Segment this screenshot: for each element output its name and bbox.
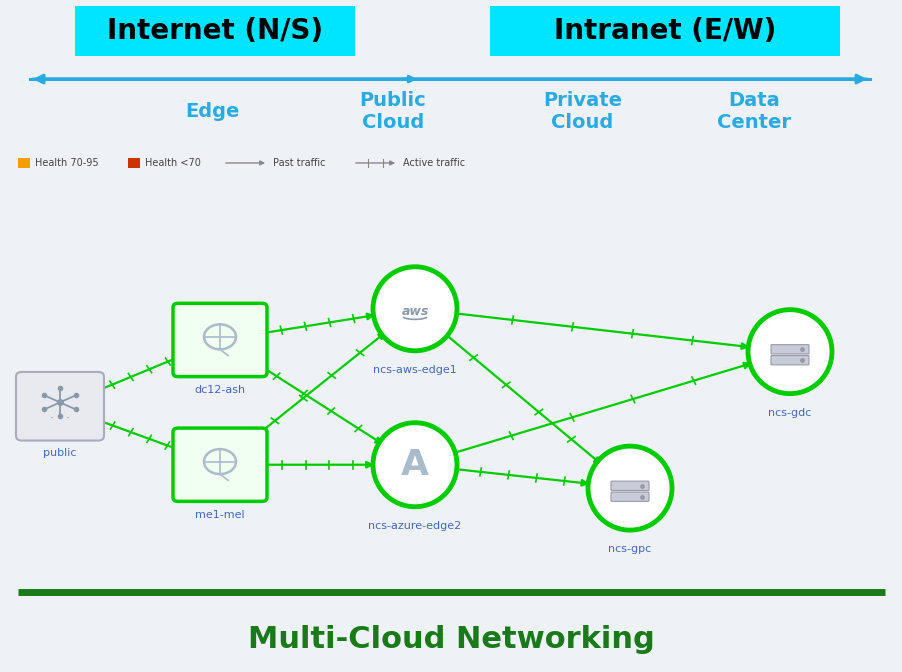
Text: Edge: Edge — [185, 101, 239, 120]
Ellipse shape — [587, 446, 671, 530]
Bar — [18, 159, 30, 167]
FancyBboxPatch shape — [173, 303, 267, 376]
Bar — [128, 159, 140, 167]
Text: · · ·: · · · — [50, 412, 70, 425]
Text: Intranet (E/W): Intranet (E/W) — [553, 17, 776, 45]
FancyBboxPatch shape — [611, 492, 649, 501]
Ellipse shape — [747, 310, 831, 394]
FancyBboxPatch shape — [75, 6, 354, 56]
Text: Public
Cloud: Public Cloud — [359, 91, 426, 132]
FancyBboxPatch shape — [16, 372, 104, 441]
Text: Health 70-95: Health 70-95 — [35, 158, 98, 168]
Text: public: public — [43, 448, 77, 458]
Text: Past traffic: Past traffic — [272, 158, 325, 168]
Text: me1-mel: me1-mel — [195, 510, 244, 520]
FancyBboxPatch shape — [611, 481, 649, 491]
Text: ncs-gpc: ncs-gpc — [608, 544, 651, 554]
Ellipse shape — [373, 423, 456, 507]
Text: A: A — [400, 448, 428, 482]
FancyBboxPatch shape — [770, 355, 808, 365]
FancyBboxPatch shape — [490, 6, 839, 56]
Text: Multi-Cloud Networking: Multi-Cloud Networking — [248, 624, 654, 654]
Text: Active traffic: Active traffic — [402, 158, 465, 168]
FancyBboxPatch shape — [173, 428, 267, 501]
Text: aws: aws — [400, 304, 428, 318]
Text: ncs-aws-edge1: ncs-aws-edge1 — [373, 365, 456, 375]
FancyBboxPatch shape — [770, 345, 808, 354]
Text: dc12-ash: dc12-ash — [194, 385, 245, 395]
Ellipse shape — [373, 267, 456, 351]
Text: Data
Center: Data Center — [716, 91, 790, 132]
Text: Health <70: Health <70 — [145, 158, 200, 168]
Text: Private
Cloud: Private Cloud — [542, 91, 621, 132]
Text: ncs-gdc: ncs-gdc — [768, 408, 811, 418]
Text: Internet (N/S): Internet (N/S) — [106, 17, 323, 45]
Text: ncs-azure-edge2: ncs-azure-edge2 — [368, 521, 461, 531]
